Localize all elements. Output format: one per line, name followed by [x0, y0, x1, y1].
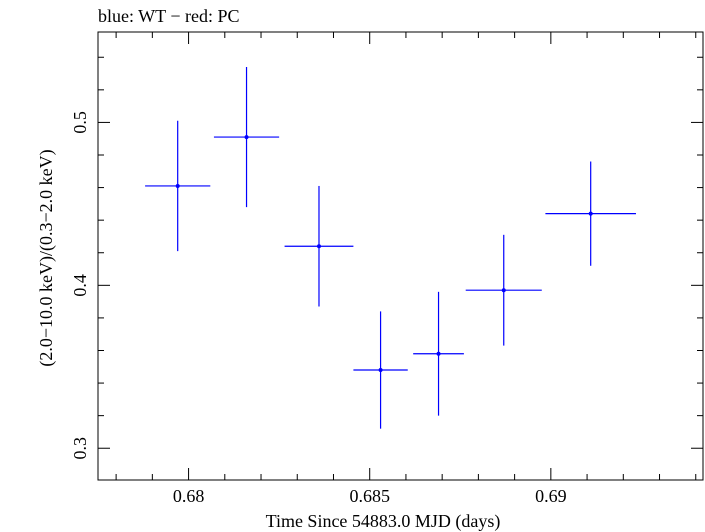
- data-point: [465, 234, 542, 346]
- data-point: [545, 161, 636, 266]
- y-tick-label: 0.4: [70, 274, 90, 297]
- x-tick-label: 0.68: [173, 486, 205, 506]
- point-marker: [316, 244, 321, 249]
- x-tick-label: 0.685: [349, 486, 390, 506]
- x-axis-label: Time Since 54883.0 MJD (days): [266, 511, 501, 532]
- y-axis-label: (2.0−10.0 keV)/(0.3−2.0 keV): [36, 149, 57, 366]
- point-marker: [436, 351, 441, 356]
- x-tick-label: 0.69: [535, 486, 567, 506]
- data-layer: [145, 67, 636, 429]
- data-point: [145, 120, 211, 252]
- point-marker: [588, 211, 593, 216]
- data-point: [284, 185, 354, 307]
- point-marker: [501, 288, 506, 293]
- data-point: [213, 67, 280, 208]
- point-marker: [378, 368, 383, 373]
- point-marker: [175, 183, 180, 188]
- data-point: [353, 311, 408, 429]
- chart-title: blue: WT − red: PC: [98, 6, 239, 26]
- y-tick-label: 0.3: [70, 437, 90, 460]
- tick-labels-layer: 0.68 0.685 0.69 0.3 0.4 0.5: [70, 111, 567, 506]
- ticks-layer: [98, 32, 703, 480]
- point-marker: [244, 135, 249, 140]
- data-point: [413, 291, 464, 416]
- plot-frame: [97, 31, 704, 481]
- y-tick-label: 0.5: [70, 111, 90, 134]
